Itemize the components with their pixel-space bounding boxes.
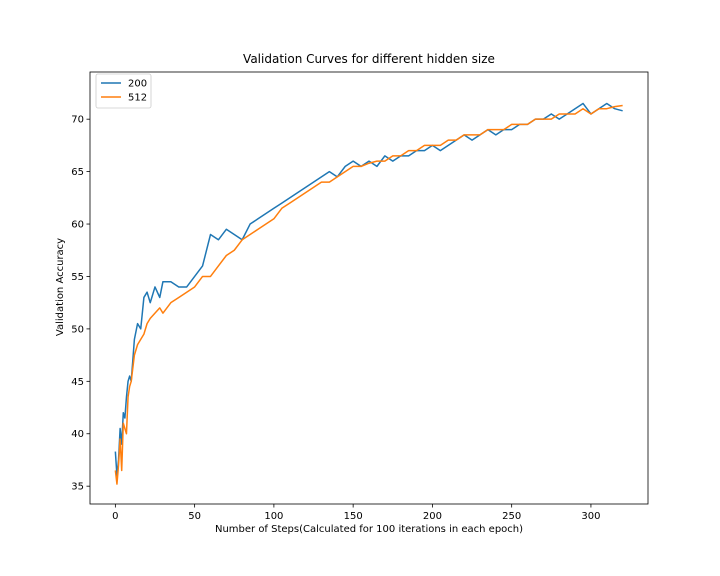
x-tick-label: 200 <box>423 511 442 522</box>
legend-label-200: 200 <box>128 79 147 90</box>
x-axis: 0 50 100 150 200 250 300 <box>112 504 600 522</box>
y-axis: 35 40 45 50 55 60 65 70 <box>71 115 90 493</box>
y-tick-label: 40 <box>71 429 84 440</box>
y-tick-label: 35 <box>71 482 84 493</box>
chart-title: Validation Curves for different hidden s… <box>243 52 495 66</box>
y-tick-label: 50 <box>71 324 84 335</box>
legend-label-512: 512 <box>128 93 147 104</box>
y-tick-label: 55 <box>71 272 84 283</box>
series-line-512 <box>114 104 623 485</box>
x-tick-label: 150 <box>344 511 363 522</box>
x-axis-label: Number of Steps(Calculated for 100 itera… <box>215 524 523 535</box>
y-tick-label: 70 <box>71 115 84 126</box>
x-tick-label: 50 <box>188 511 201 522</box>
y-tick-label: 60 <box>71 220 84 231</box>
x-tick-label: 250 <box>502 511 521 522</box>
axes-frame <box>89 71 649 505</box>
y-axis-label: Validation Accuracy <box>55 238 66 336</box>
x-tick-label: 0 <box>112 511 118 522</box>
y-tick-label: 45 <box>71 377 84 388</box>
y-tick-label: 65 <box>71 167 84 178</box>
x-tick-label: 100 <box>264 511 283 522</box>
plot-area <box>89 71 649 505</box>
x-tick-label: 300 <box>581 511 600 522</box>
